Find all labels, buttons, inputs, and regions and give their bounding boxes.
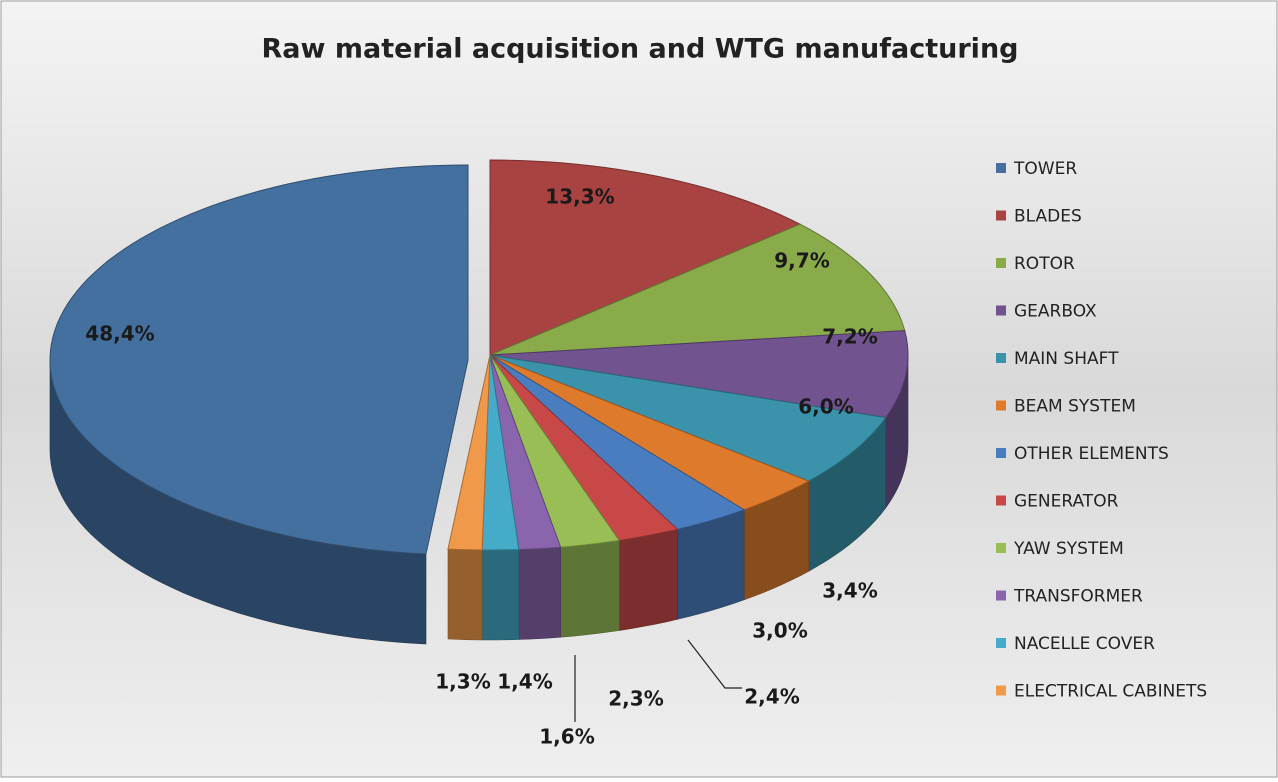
- slice: [489, 223, 906, 356]
- data-label: 48,4%: [85, 322, 154, 346]
- legend-swatch: [996, 163, 1006, 173]
- legend-label: NACELLE COVER: [1014, 634, 1155, 654]
- slice-side: [481, 549, 520, 641]
- slice-tops: [49, 159, 909, 555]
- legend-swatch: [996, 590, 1006, 601]
- legend-label: BEAM SYSTEM: [1014, 397, 1136, 417]
- slice-side: [447, 548, 483, 641]
- legend-label: ELECTRICAL CABINETS: [1014, 682, 1207, 702]
- legend-swatch: [996, 638, 1006, 648]
- slice: [49, 164, 469, 555]
- data-label: 3,4%: [822, 579, 877, 603]
- legend-label: YAW SYSTEM: [1013, 539, 1124, 559]
- legend-swatch: [996, 448, 1006, 458]
- slice: [489, 354, 679, 542]
- legend-label: TOWER: [1013, 159, 1077, 179]
- data-label: 3,0%: [752, 619, 807, 643]
- legend-swatch: [996, 400, 1006, 411]
- data-label: 1,4%: [497, 670, 552, 694]
- legend-swatch: [996, 258, 1006, 268]
- data-label: 2,4%: [744, 685, 799, 709]
- legend-label: BLADES: [1014, 207, 1082, 227]
- slice: [489, 354, 887, 482]
- data-label: 1,3%: [435, 670, 490, 694]
- data-label: 2,3%: [608, 687, 663, 711]
- legend-label: MAIN SHAFT: [1014, 349, 1119, 369]
- legend-swatch: [996, 353, 1006, 363]
- data-label: 9,7%: [774, 249, 829, 273]
- slice: [489, 354, 746, 530]
- data-label: 7,2%: [822, 325, 877, 349]
- slice: [489, 354, 810, 511]
- legend-label: GEARBOX: [1014, 302, 1097, 322]
- slice-side: [518, 546, 561, 640]
- data-label: 6,0%: [798, 395, 853, 419]
- legend-swatch: [996, 543, 1006, 553]
- chart-title: Raw material acquisition and WTG manufac…: [261, 34, 1018, 65]
- legend-label: GENERATOR: [1014, 492, 1119, 512]
- slice: [447, 354, 491, 551]
- data-label: 13,3%: [545, 185, 614, 209]
- slice: [489, 330, 909, 419]
- legend-swatch: [996, 685, 1006, 696]
- slice: [489, 159, 802, 356]
- leader-line: [687, 639, 742, 689]
- legend-swatch: [996, 305, 1006, 316]
- slice: [489, 354, 621, 548]
- data-label: 1,6%: [539, 725, 594, 749]
- legend-swatch: [996, 210, 1006, 221]
- legend-label: ROTOR: [1014, 254, 1075, 274]
- legend-swatch: [996, 495, 1006, 506]
- legend-label: OTHER ELEMENTS: [1014, 444, 1169, 464]
- legend-label: TRANSFORMER: [1013, 587, 1143, 607]
- slice-side: [618, 528, 678, 631]
- slice-side: [560, 540, 620, 638]
